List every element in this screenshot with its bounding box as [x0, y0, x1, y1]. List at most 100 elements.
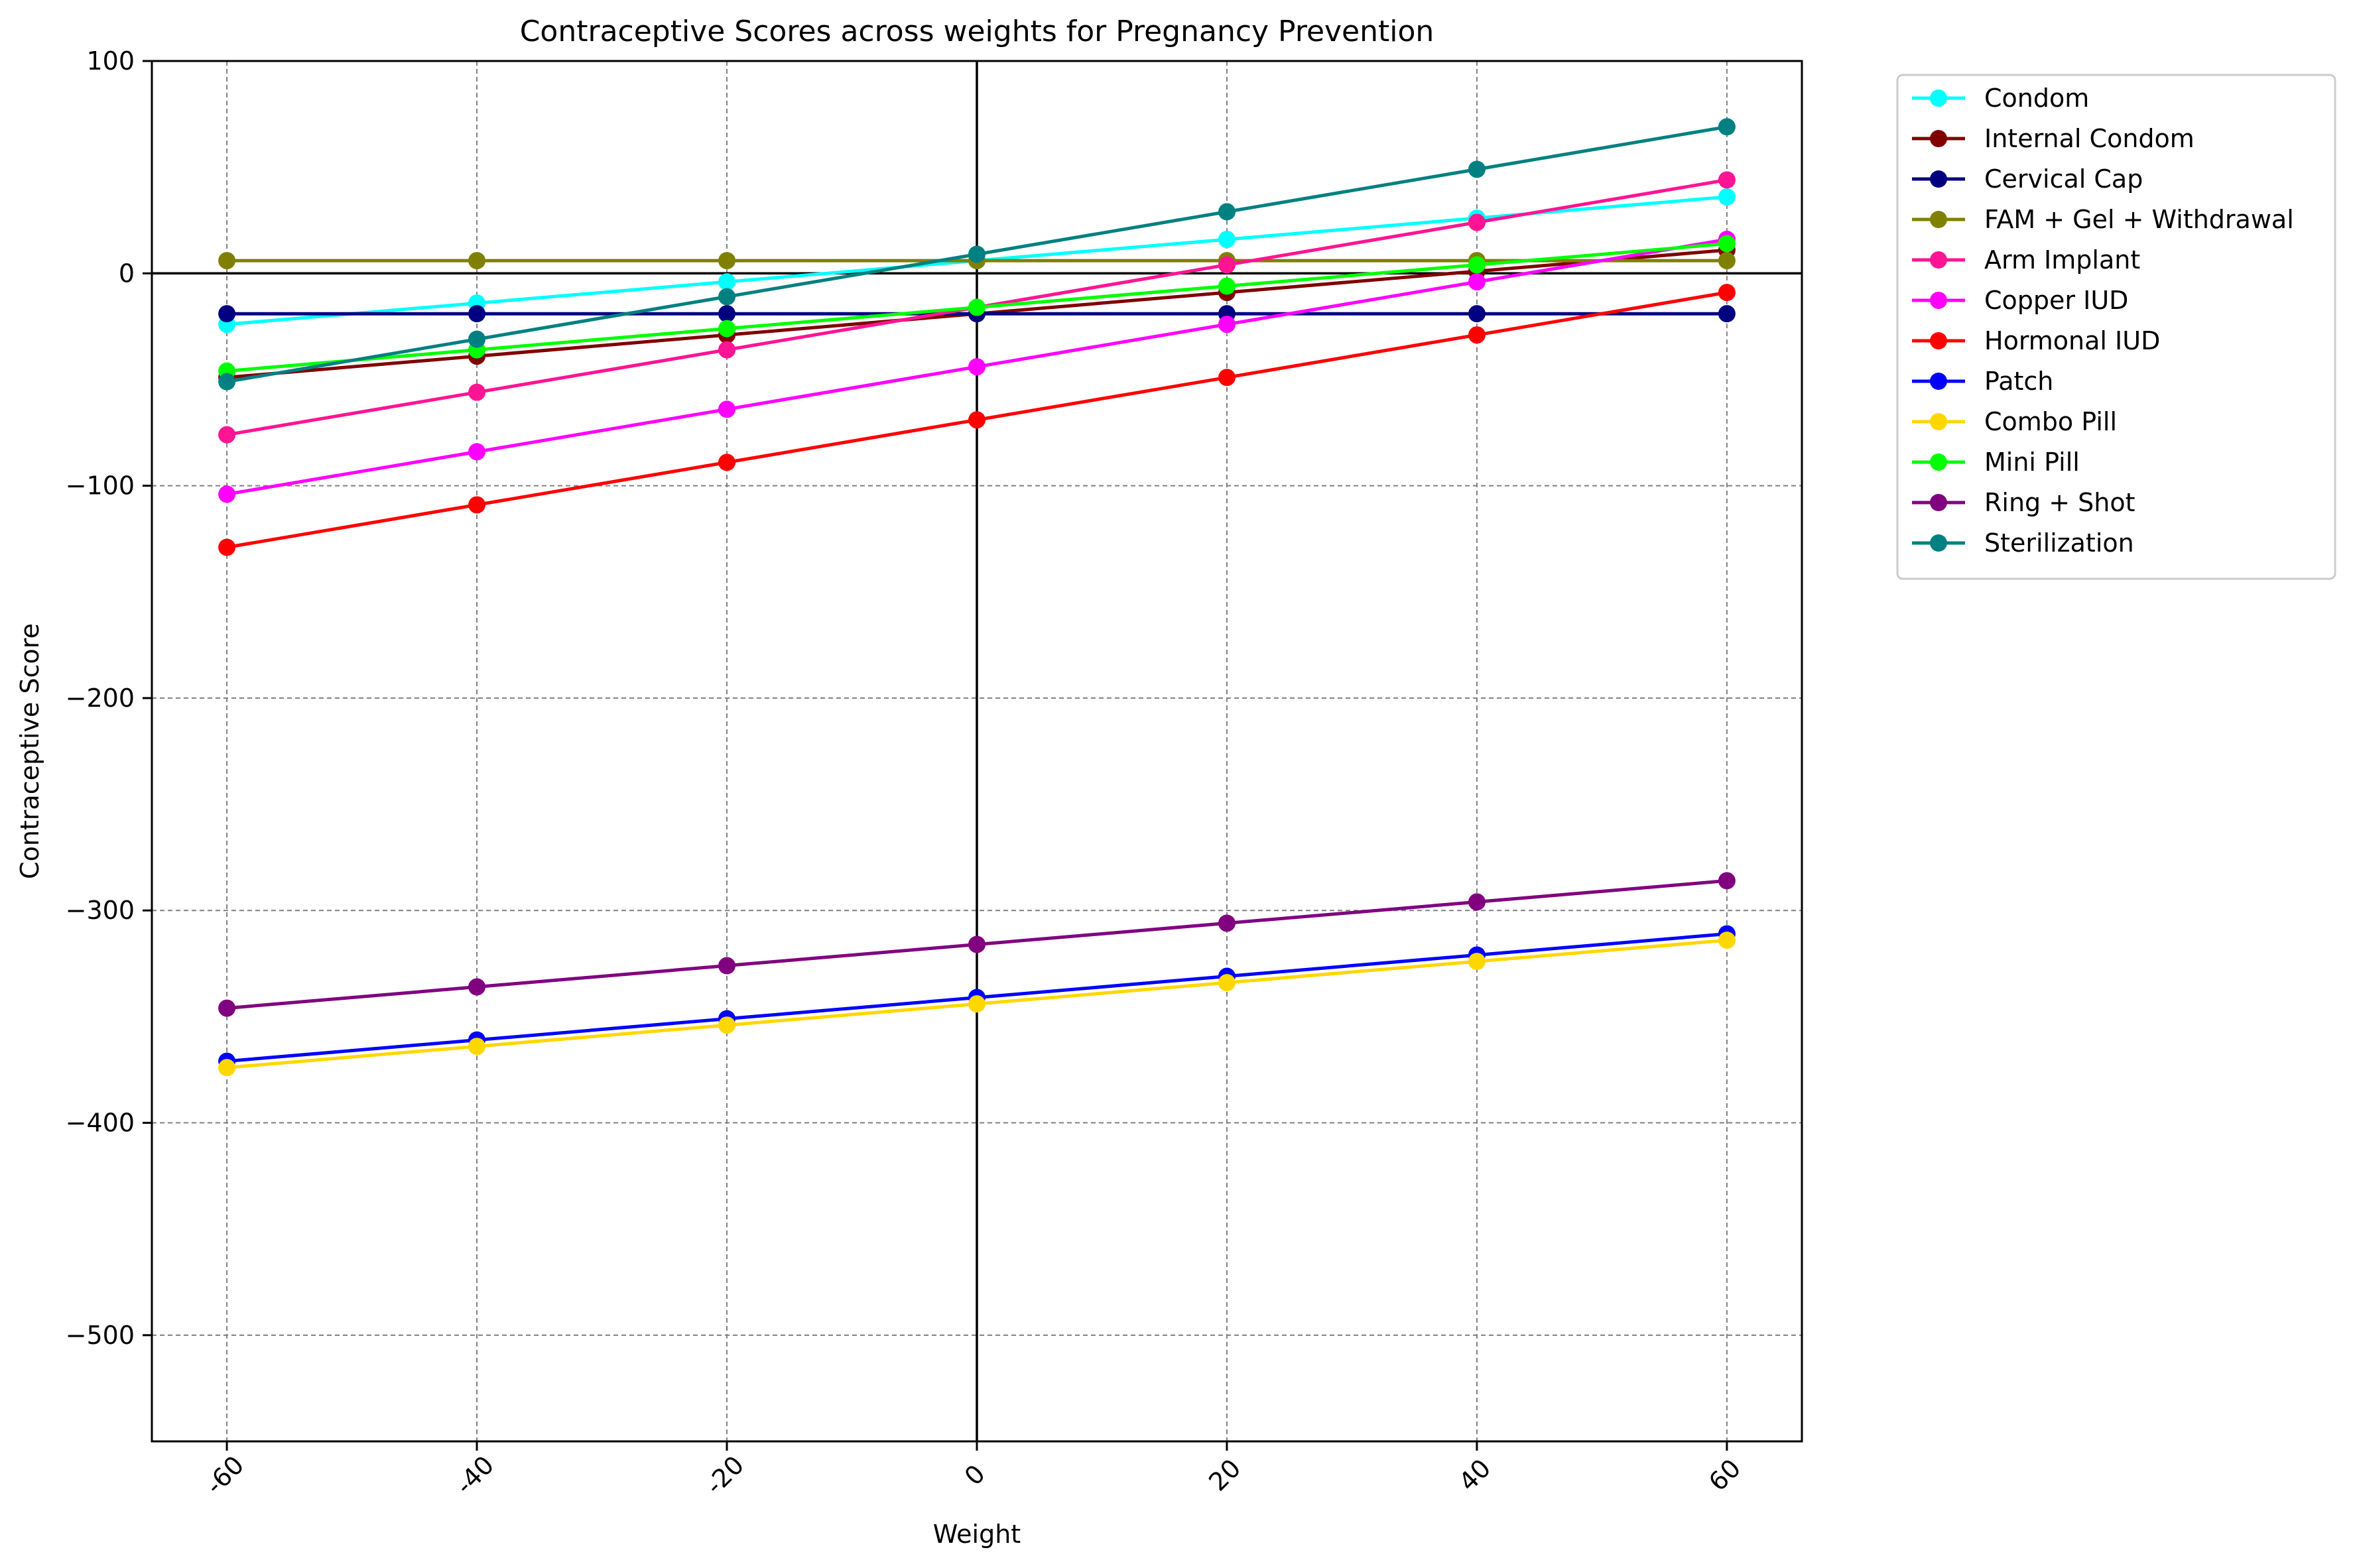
data-point — [968, 358, 986, 376]
data-point — [968, 995, 986, 1013]
legend-label: Combo Pill — [1984, 407, 2117, 436]
legend-marker — [1930, 413, 1947, 430]
legend-marker — [1930, 332, 1947, 349]
legend-label: Copper IUD — [1984, 286, 2128, 315]
data-point — [1468, 213, 1486, 231]
chart-title: Contraceptive Scores across weights for … — [520, 15, 1434, 48]
legend-marker — [1930, 251, 1947, 269]
legend-label: Arm Implant — [1984, 245, 2140, 274]
legend-marker — [1930, 130, 1947, 147]
data-point — [718, 400, 736, 418]
legend-entry: Ring + Shot — [1912, 488, 2135, 517]
legend-label: Sterilization — [1984, 528, 2134, 558]
data-point — [218, 426, 236, 444]
data-point — [1218, 203, 1236, 221]
y-tick-label: 100 — [86, 46, 135, 76]
series-6 — [218, 284, 1736, 556]
data-point — [1468, 953, 1486, 971]
data-point — [718, 1016, 736, 1034]
legend-marker — [1930, 292, 1947, 309]
data-point — [1718, 235, 1736, 253]
data-point — [1218, 256, 1236, 274]
legend: Condom Internal Condom Cervical Cap FAM + G… — [1896, 74, 2336, 580]
data-point — [1218, 914, 1236, 932]
data-point — [218, 485, 236, 503]
legend-label: Hormonal IUD — [1984, 326, 2160, 355]
legend-entry: Internal Condom — [1912, 124, 2195, 153]
data-point — [1718, 188, 1736, 206]
data-point — [468, 496, 486, 514]
legend-label: FAM + Gel + Withdrawal — [1984, 205, 2294, 234]
legend-label: Cervical Cap — [1984, 164, 2143, 194]
legend-entry: Patch — [1912, 367, 2053, 396]
data-point — [1718, 118, 1736, 136]
y-tick-label: −500 — [66, 1321, 135, 1350]
data-point — [1468, 256, 1486, 274]
legend-marker — [1930, 534, 1947, 552]
data-point — [468, 330, 486, 348]
data-point — [718, 320, 736, 337]
legend-entry: Cervical Cap — [1912, 164, 2143, 194]
data-point — [218, 252, 236, 270]
legend-entry: FAM + Gel + Withdrawal — [1912, 205, 2294, 234]
series-lines — [218, 118, 1736, 1077]
data-point — [718, 252, 736, 270]
data-point — [218, 1059, 236, 1077]
data-point — [218, 999, 236, 1017]
legend-marker — [1930, 494, 1947, 511]
legend-entry: Arm Implant — [1912, 245, 2140, 274]
data-point — [718, 273, 736, 291]
data-point — [218, 538, 236, 556]
y-axis-label: Contraceptive Score — [15, 623, 44, 879]
legend-entry: Combo Pill — [1912, 407, 2117, 436]
data-point — [468, 443, 486, 461]
series-10 — [218, 872, 1736, 1017]
data-point — [468, 305, 486, 323]
y-tick-label: −300 — [66, 896, 135, 925]
data-point — [468, 978, 486, 996]
legend-label: Patch — [1984, 367, 2053, 396]
data-point — [1468, 160, 1486, 178]
data-point — [1468, 326, 1486, 344]
legend-marker — [1930, 211, 1947, 228]
data-point — [1718, 872, 1736, 890]
data-point — [1218, 277, 1236, 295]
data-point — [468, 252, 486, 270]
legend-entry: Condom — [1912, 84, 2089, 113]
data-point — [1718, 305, 1736, 323]
data-point — [718, 341, 736, 359]
data-point — [968, 411, 986, 429]
y-tick-label: −200 — [66, 684, 135, 713]
data-point — [468, 1038, 486, 1055]
data-point — [468, 383, 486, 401]
legend-marker — [1930, 373, 1947, 390]
data-point — [218, 305, 236, 323]
data-point — [718, 957, 736, 975]
data-point — [1468, 305, 1486, 323]
legend-marker — [1930, 453, 1947, 471]
data-point — [718, 453, 736, 471]
series-8 — [218, 932, 1736, 1077]
data-point — [1718, 252, 1736, 270]
legend-entry: Mini Pill — [1912, 448, 2080, 477]
x-axis-label: Weight — [933, 1520, 1021, 1549]
data-point — [718, 305, 736, 323]
data-point — [968, 298, 986, 316]
data-point — [968, 935, 986, 953]
y-tick-label: −100 — [66, 471, 135, 501]
data-point — [1468, 893, 1486, 911]
data-point — [718, 288, 736, 306]
y-tick-label: 0 — [119, 259, 135, 288]
data-point — [1468, 273, 1486, 291]
data-point — [1218, 974, 1236, 992]
data-point — [1718, 171, 1736, 189]
series-11 — [218, 118, 1736, 391]
legend-label: Condom — [1984, 84, 2089, 113]
data-point — [1218, 231, 1236, 249]
data-point — [218, 373, 236, 391]
legend-entry: Copper IUD — [1912, 286, 2128, 315]
data-point — [968, 245, 986, 263]
data-point — [1718, 932, 1736, 949]
legend-label: Mini Pill — [1984, 448, 2080, 477]
